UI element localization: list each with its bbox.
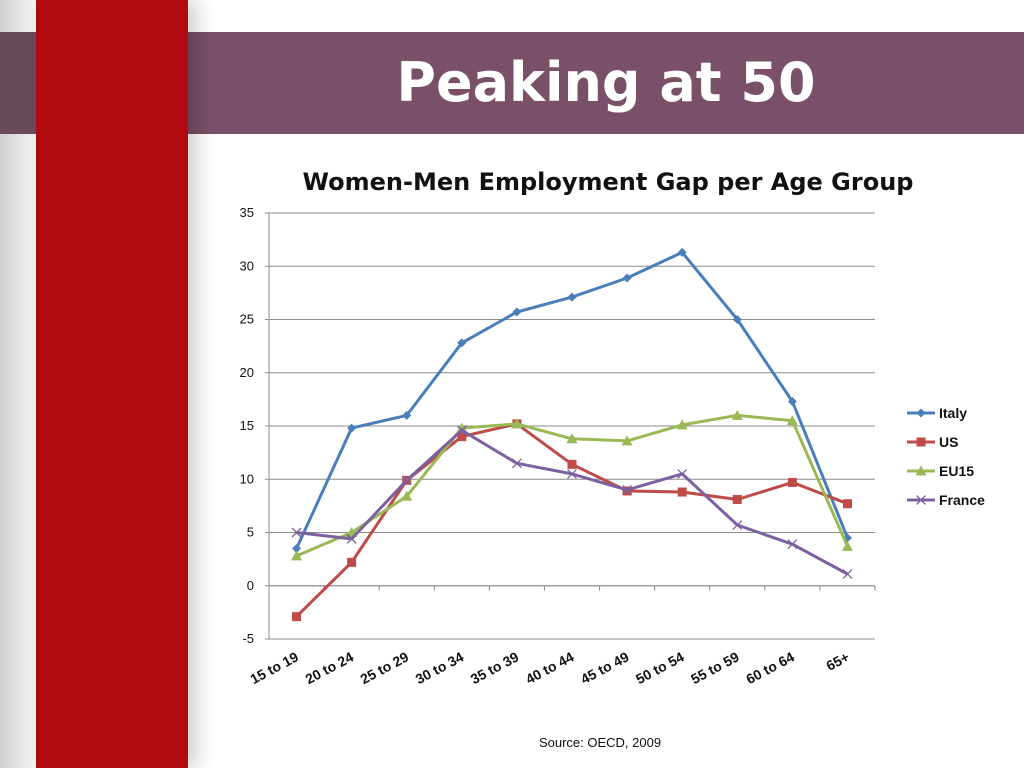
data-point-france [346, 533, 357, 544]
data-point-italy [512, 307, 522, 317]
y-tick-label: -5 [242, 631, 254, 646]
data-point-eu15 [456, 422, 468, 433]
series-line-france [296, 428, 849, 576]
data-point-france [567, 468, 577, 479]
data-point-eu15 [621, 435, 633, 446]
y-tick-label: 10 [240, 471, 254, 486]
data-point-us [842, 499, 852, 509]
legend-label-eu15: EU15 [939, 463, 974, 479]
chart-title: Women-Men Employment Gap per Age Group [302, 168, 914, 196]
data-point-eu15 [676, 419, 688, 430]
legend-marker-us [916, 437, 926, 447]
slide-title: Peaking at 50 [396, 51, 816, 114]
legend-label-france: France [939, 492, 985, 508]
data-point-italy [347, 423, 357, 433]
data-point-france [787, 539, 798, 550]
x-tick-label: 50 to 54 [633, 648, 687, 687]
x-tick-label: 20 to 24 [302, 648, 356, 687]
x-tick-label: 35 to 39 [468, 648, 522, 687]
data-point-eu15 [566, 433, 578, 444]
data-point-france [622, 484, 633, 495]
data-point-italy [457, 338, 467, 348]
data-point-italy [787, 397, 797, 407]
data-point-eu15 [511, 418, 523, 429]
data-point-france [732, 520, 743, 531]
data-point-france [291, 527, 302, 538]
x-tick-label: 55 to 59 [688, 648, 742, 687]
y-tick-label: 25 [240, 312, 254, 327]
data-point-us [677, 487, 687, 497]
data-point-us [457, 432, 467, 442]
data-point-france [401, 475, 412, 486]
data-point-us [347, 557, 357, 567]
data-point-france [842, 569, 853, 579]
legend-marker-france [916, 495, 926, 505]
red-accent-bar [36, 0, 188, 768]
source-note: Source: OECD, 2009 [538, 735, 662, 750]
y-tick-label: 15 [240, 418, 254, 433]
y-tick-label: 30 [240, 258, 254, 273]
x-tick-label: 30 to 34 [413, 648, 467, 687]
data-point-us [567, 459, 577, 469]
data-point-italy [292, 543, 302, 553]
data-point-us [787, 477, 797, 487]
data-point-italy [567, 292, 577, 302]
x-tick-label: 65+ [823, 649, 851, 674]
x-tick-label: 45 to 49 [578, 648, 632, 687]
y-tick-label: 5 [247, 525, 254, 540]
x-tick-label: 15 to 19 [247, 648, 301, 687]
legend-label-italy: Italy [939, 405, 967, 421]
legend-label-us: US [939, 434, 958, 450]
data-point-eu15 [291, 550, 303, 561]
x-tick-label: 25 to 29 [358, 648, 412, 687]
data-point-eu15 [841, 540, 853, 551]
legend-marker-italy [916, 408, 926, 418]
data-point-eu15 [401, 490, 413, 501]
y-tick-label: 0 [247, 578, 254, 593]
x-tick-label: 60 to 64 [743, 648, 797, 687]
data-point-us [292, 612, 302, 622]
data-point-italy [732, 315, 742, 324]
data-point-italy [622, 273, 632, 283]
data-point-eu15 [786, 415, 798, 426]
data-point-italy [677, 247, 687, 257]
legend-marker-eu15 [915, 465, 927, 476]
data-point-eu15 [731, 409, 743, 420]
data-point-italy [402, 410, 412, 420]
data-point-us [732, 494, 742, 504]
y-tick-label: 20 [240, 365, 254, 380]
data-point-france [456, 425, 467, 436]
y-tick-label: 35 [240, 205, 254, 220]
data-point-france [677, 468, 688, 479]
data-point-france [511, 458, 522, 469]
x-tick-label: 40 to 44 [523, 648, 577, 687]
